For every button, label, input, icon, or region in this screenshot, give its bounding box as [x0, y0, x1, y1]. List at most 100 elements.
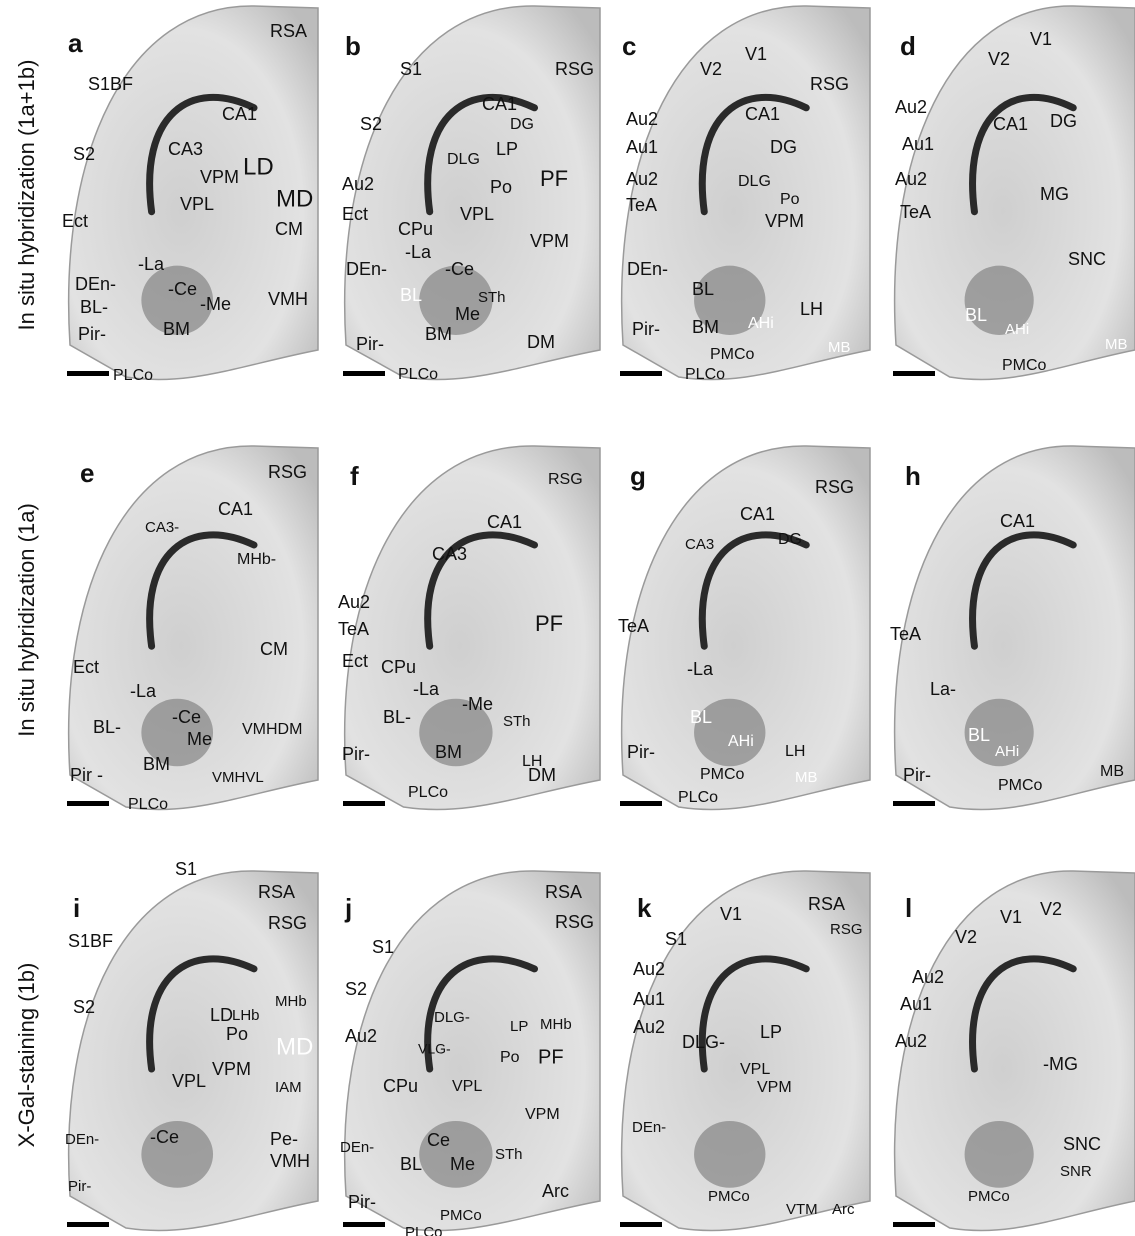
- region-label: PF: [540, 166, 568, 191]
- hippocampus: [424, 955, 538, 1073]
- region-label: Au2: [895, 1031, 927, 1051]
- region-label: RSA: [545, 882, 582, 902]
- region-label: BL: [692, 279, 714, 299]
- region-label: Pir-: [342, 744, 370, 764]
- region-label: -Ce: [172, 707, 201, 727]
- hippocampus: [146, 94, 258, 216]
- region-label: Pir-: [348, 1192, 376, 1212]
- stained-region: [419, 698, 493, 767]
- region-label: CA1: [482, 94, 517, 114]
- panel-letter: h: [905, 461, 921, 491]
- panel: l V1 V2 V2 Au2 Au1 Au2 -MG SNC SNR PMCo: [893, 870, 1135, 1232]
- region-label: Arc: [542, 1181, 569, 1201]
- region-label: VPL: [460, 204, 494, 224]
- stained-region: [141, 265, 214, 335]
- region-label: CA1: [740, 504, 775, 524]
- tissue-section: [620, 870, 871, 1232]
- region-label: MB: [795, 769, 818, 786]
- region-label: PLCo: [128, 796, 168, 813]
- region-label: VPM: [212, 1059, 251, 1079]
- region-label: MB: [1105, 336, 1128, 353]
- region-label: Au1: [633, 989, 665, 1009]
- scale-bar: [343, 801, 385, 806]
- stained-region: [419, 1120, 493, 1188]
- stained-region: [419, 265, 493, 335]
- scale-bar: [620, 1222, 662, 1227]
- region-label: PMCo: [708, 1188, 750, 1205]
- region-label: V1: [720, 904, 742, 924]
- region-label: Au2: [342, 174, 374, 194]
- stained-region: [141, 1120, 214, 1188]
- region-label: VPL: [452, 1078, 482, 1095]
- tissue-section: [893, 445, 1135, 811]
- hippocampus: [969, 955, 1077, 1073]
- region-label: Pir-: [632, 319, 660, 339]
- region-label: Pir -: [70, 765, 103, 785]
- region-label: DEn-: [627, 259, 668, 279]
- region-label: MB: [1100, 763, 1124, 780]
- panel-letter: i: [73, 893, 80, 923]
- region-label: DG: [778, 531, 802, 548]
- stained-region: [694, 1120, 766, 1188]
- region-label: Au2: [895, 169, 927, 189]
- region-label: VPL: [740, 1061, 770, 1078]
- row-label: In situ hybridization (1a): [14, 503, 39, 737]
- region-label: Au2: [626, 109, 658, 129]
- region-label: STh: [478, 289, 506, 306]
- region-label: CPu: [398, 219, 433, 239]
- region-label: -La: [413, 679, 440, 699]
- region-label: Au2: [345, 1026, 377, 1046]
- region-label: CA3: [685, 536, 714, 553]
- panel: f RSG CA1 CA3 Au2 PF TeA Ect CPu-La -Me STh BL- BM Pi…: [338, 445, 601, 811]
- region-label: RSG: [810, 74, 849, 94]
- region-label: CA3: [432, 544, 467, 564]
- region-label: CM: [275, 219, 303, 239]
- tissue-section: [343, 5, 601, 381]
- region-label: MHb-: [237, 551, 276, 568]
- tissue-section: [343, 870, 601, 1232]
- region-label: Pir-: [78, 324, 106, 344]
- region-label: LD: [243, 153, 274, 180]
- region-label: PLCo: [113, 367, 153, 384]
- panel-letter: b: [345, 31, 361, 61]
- region-label: MG: [1040, 184, 1069, 204]
- scale-bar: [893, 801, 935, 806]
- region-label: CA3-: [145, 519, 179, 536]
- hippocampus: [424, 94, 538, 216]
- region-label: Me: [187, 729, 212, 749]
- panel: a RSA S1BF CA1 CA3 LD S2 MD VPM Ect VPL CM -La-Ce DEn…: [62, 5, 319, 384]
- region-label: DLG: [447, 151, 480, 168]
- region-label: AHi: [728, 733, 754, 750]
- region-label: -Ce: [168, 279, 197, 299]
- region-label: DLG-: [682, 1032, 725, 1052]
- region-label: La-: [930, 679, 956, 699]
- region-label: SNC: [1068, 249, 1106, 269]
- region-label: CA1: [218, 499, 253, 519]
- region-label: PMCo: [440, 1207, 482, 1224]
- hippocampus: [969, 94, 1077, 216]
- region-label: V1: [1000, 907, 1022, 927]
- region-label: DG: [510, 116, 534, 133]
- panel: h CA1 TeA La- BL AHi Pir- MB PMCo: [890, 445, 1135, 811]
- region-label: TeA: [626, 195, 657, 215]
- region-label: LHb: [232, 1007, 260, 1024]
- region-label: Pir-: [627, 742, 655, 762]
- region-label: VTM: [786, 1201, 818, 1218]
- scale-bar: [343, 1222, 385, 1227]
- region-label: S2: [360, 114, 382, 134]
- region-label: TeA: [338, 619, 369, 639]
- region-label: DEn-: [346, 259, 387, 279]
- region-label: VPM: [765, 211, 804, 231]
- panel-letter: f: [350, 461, 359, 491]
- scale-bar: [67, 801, 109, 806]
- region-label: CM: [260, 639, 288, 659]
- scale-bar: [343, 371, 385, 376]
- region-label: Au2: [633, 1017, 665, 1037]
- region-label: BL-: [80, 297, 108, 317]
- region-label: CA1: [222, 104, 257, 124]
- scale-bar: [620, 801, 662, 806]
- region-label: -Me: [200, 294, 231, 314]
- panel: c V1 V2 RSG Au2 CA1 Au1 DG Au2 DLG Po TeA VPM DEn- BL L…: [620, 5, 871, 383]
- panel-letter: c: [622, 31, 636, 61]
